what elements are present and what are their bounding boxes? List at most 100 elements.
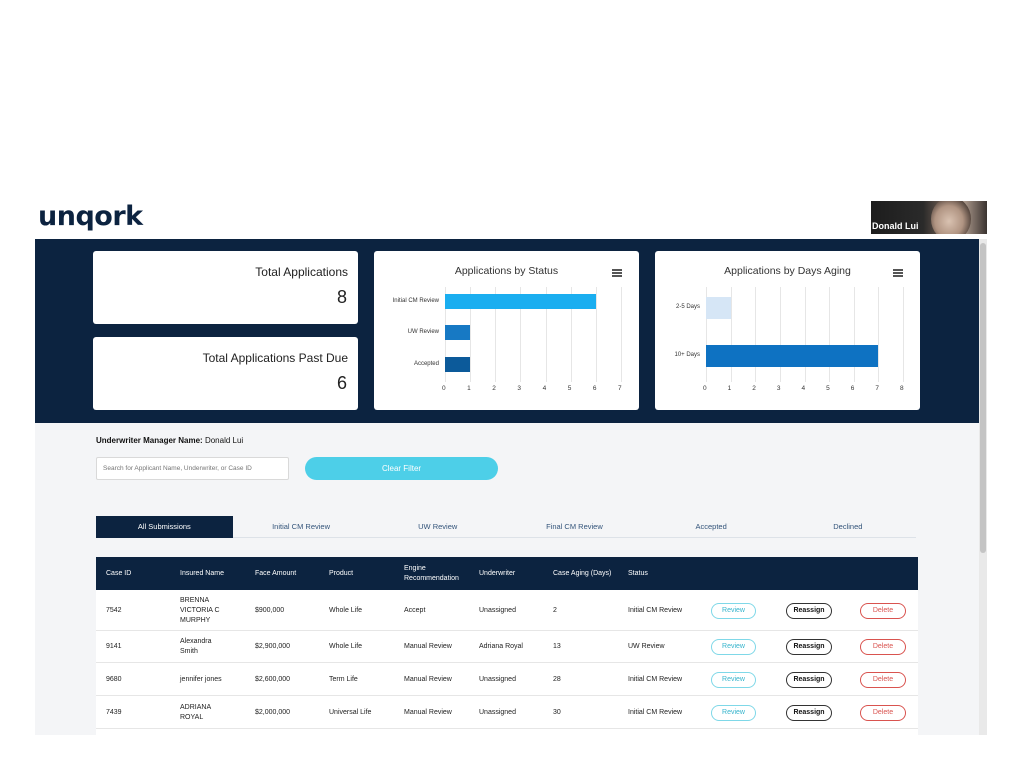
dashboard-summary: Total Applications 8 Total Applications … xyxy=(35,239,979,423)
table-row: 7439 ADRIANA ROYAL $2,000,000 Universal Lif… xyxy=(96,696,918,729)
chart-x-tick-label: 7 xyxy=(875,385,879,392)
chart-gridline xyxy=(595,287,597,382)
total-applications-card: Total Applications 8 xyxy=(93,251,358,324)
column-header: Status xyxy=(628,570,648,577)
chart-x-tick-label: 4 xyxy=(542,385,547,392)
chart-gridline xyxy=(878,287,880,382)
video-thumbnail[interactable]: Donald Lui xyxy=(871,201,987,234)
search-input[interactable] xyxy=(96,457,289,480)
cell-case-id: 9680 xyxy=(106,675,122,683)
cell-product: Whole Life xyxy=(329,606,363,614)
chart-category-label: 2-5 Days xyxy=(675,304,700,310)
review-button[interactable]: Review xyxy=(711,602,756,619)
chart-x-tick-label: 3 xyxy=(517,385,522,392)
chart-gridline xyxy=(706,287,707,382)
delete-button[interactable]: Delete xyxy=(860,671,906,688)
scrollbar-thumb[interactable] xyxy=(980,243,986,553)
chart-gridline xyxy=(470,287,472,382)
chart-gridline xyxy=(779,287,781,382)
chart-bar[interactable] xyxy=(706,297,731,319)
chart-gridline xyxy=(755,287,757,382)
cell-aging: 13 xyxy=(553,643,561,650)
table-header: Case ID Insured Name Face Amount Product Eng… xyxy=(96,557,918,590)
cell-case-id: 7439 xyxy=(106,708,122,716)
chart-gridline xyxy=(829,287,831,382)
cell-product: Term Life xyxy=(329,675,358,683)
reassign-button[interactable]: Reassign xyxy=(786,704,832,721)
column-header: Product xyxy=(329,570,354,577)
chart-x-tick-label: 2 xyxy=(752,385,756,392)
manager-label: Underwriter Manager Name: xyxy=(96,436,203,445)
cell-aging: 28 xyxy=(553,675,561,683)
tab-accepted[interactable]: Accepted xyxy=(695,522,727,531)
reassign-button[interactable]: Reassign xyxy=(786,671,832,688)
chart-x-tick-label: 0 xyxy=(442,385,446,392)
reassign-button[interactable]: Reassign xyxy=(786,639,832,655)
reassign-button[interactable]: Reassign xyxy=(786,602,832,619)
chart-gridline xyxy=(730,287,732,382)
chart-x-tick-label: 7 xyxy=(618,385,622,392)
cell-engine: Manual Review xyxy=(404,675,452,683)
delete-button[interactable]: Delete xyxy=(860,639,906,655)
chart-gridline xyxy=(545,287,547,382)
clear-filter-button[interactable]: Clear Filter xyxy=(305,457,498,480)
cell-product: Whole Life xyxy=(329,643,363,650)
cell-underwriter: Unassigned xyxy=(479,675,516,683)
chart-category-label: Initial CM Review xyxy=(392,297,439,304)
aging-chart-card: Applications by Days Aging 0 1 2 3 4 5 6 7 8 2-5 … xyxy=(655,251,920,410)
cell-status: Initial CM Review xyxy=(628,606,683,614)
cell-insured-name: BRENNA VICTORIA C MURPHY xyxy=(180,596,220,624)
review-button[interactable]: Review xyxy=(711,671,756,688)
chart-category-label: UW Review xyxy=(407,328,439,335)
chart-bar[interactable] xyxy=(445,325,471,340)
cell-face-amount: $2,000,000 xyxy=(255,708,291,716)
review-button[interactable]: Review xyxy=(711,639,756,655)
chart-x-tick-label: 5 xyxy=(826,385,830,392)
video-participant-name: Donald Lui xyxy=(872,221,919,231)
chart-x-tick-label: 5 xyxy=(567,385,572,392)
cell-case-id: 9141 xyxy=(106,643,122,650)
delete-button[interactable]: Delete xyxy=(860,704,906,721)
column-header: Case Aging (Days) xyxy=(553,570,612,577)
cell-status: Initial CM Review xyxy=(628,675,683,683)
cell-insured-name: Alexandra Smith xyxy=(180,638,212,655)
past-due-card: Total Applications Past Due 6 xyxy=(93,337,358,410)
tab-initial-cm-review[interactable]: Initial CM Review xyxy=(272,522,330,531)
tab-all-submissions[interactable]: All Submissions xyxy=(96,516,233,538)
tab-declined[interactable]: Declined xyxy=(833,522,863,531)
tab-uw-review[interactable]: UW Review xyxy=(418,522,458,531)
chart-bar[interactable] xyxy=(445,294,596,309)
chart-menu-icon[interactable] xyxy=(612,269,622,277)
chart-x-tick-label: 6 xyxy=(592,385,597,392)
column-header: Engine Recommendation xyxy=(404,565,459,582)
cell-underwriter: Unassigned xyxy=(479,708,516,716)
chart-x-tick-label: 0 xyxy=(703,385,707,392)
delete-button[interactable]: Delete xyxy=(860,602,906,619)
chart-menu-icon[interactable] xyxy=(893,269,903,277)
status-chart-title: Applications by Status xyxy=(454,265,559,277)
status-tabs: All Submissions Initial CM Review UW Revie… xyxy=(96,516,916,538)
past-due-value: 6 xyxy=(336,373,347,393)
chart-x-tick-label: 8 xyxy=(900,385,904,392)
submissions-table: Case ID Insured Name Face Amount Product Eng… xyxy=(96,557,918,735)
tab-final-cm-review[interactable]: Final CM Review xyxy=(546,522,603,531)
table-row: 9141 Alexandra Smith $2,900,000 Whole Life M… xyxy=(96,631,918,663)
chart-bar[interactable] xyxy=(706,345,879,367)
review-button[interactable]: Review xyxy=(711,704,756,721)
cell-insured-name: jennifer jones xyxy=(180,675,222,683)
chart-x-tick-label: 1 xyxy=(467,385,471,392)
manager-line: Underwriter Manager Name: Donald Lui xyxy=(96,436,243,445)
chart-gridline xyxy=(903,287,904,382)
unqork-logo[interactable]: unqork xyxy=(38,201,143,232)
cell-underwriter: Adriana Royal xyxy=(479,643,523,650)
cell-face-amount: $2,900,000 xyxy=(255,643,291,650)
chart-x-tick-label: 2 xyxy=(492,385,496,392)
chart-bar[interactable] xyxy=(445,357,471,372)
manager-name: Donald Lui xyxy=(204,436,244,445)
cell-aging: 2 xyxy=(553,606,557,614)
chart-x-tick-label: 6 xyxy=(850,385,855,392)
column-header: Underwriter xyxy=(479,570,516,577)
column-header: Case ID xyxy=(106,570,132,577)
status-chart-card: Applications by Status 0 1 2 3 4 5 6 7 Initial C… xyxy=(374,251,639,410)
cell-status: Initial CM Review xyxy=(628,708,683,716)
